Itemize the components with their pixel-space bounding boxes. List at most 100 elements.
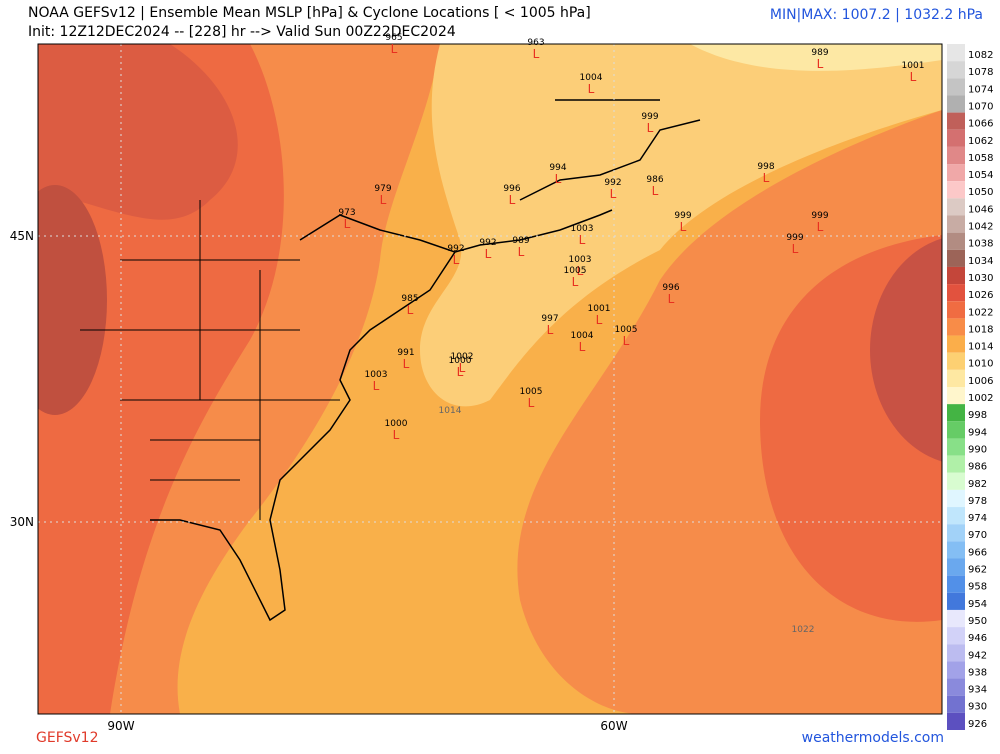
colorbar-label: 1058: [968, 153, 993, 164]
colorbar-label: 926: [968, 719, 987, 730]
colorbar-cell: [947, 541, 965, 559]
cyclone-pressure: 996: [662, 283, 679, 293]
colorbar-cell: [947, 404, 965, 422]
colorbar-cell: [947, 575, 965, 593]
cyclone-pressure: 992: [447, 244, 464, 254]
cyclone-symbol: L: [579, 340, 586, 354]
cyclone-pressure: 985: [401, 294, 418, 304]
colorbar-label: 938: [968, 667, 987, 678]
colorbar-label: 954: [968, 599, 987, 610]
cyclone-pressure: 1003: [571, 224, 594, 234]
colorbar-label: 1010: [968, 359, 993, 370]
cyclone-symbol: L: [453, 253, 460, 267]
colorbar-cell: [947, 249, 965, 267]
cyclone-symbol: L: [459, 361, 466, 375]
colorbar-label: 1062: [968, 136, 993, 147]
colorbar-label: 1026: [968, 290, 993, 301]
cyclone-symbol: L: [393, 428, 400, 442]
colorbar-cell: [947, 215, 965, 233]
colorbar-label: 1014: [968, 342, 993, 353]
cyclone-symbol: L: [577, 264, 584, 278]
cyclone-pressure: 1004: [571, 331, 594, 341]
lat-tick: 30N: [10, 515, 34, 529]
map-frame: [37, 43, 943, 715]
colorbar-label: 1042: [968, 222, 993, 233]
colorbar-label: 966: [968, 547, 987, 558]
colorbar-cell: [947, 661, 965, 679]
colorbar: 1082 1078 1074 1070 1066 1062 1058 1054 1050 1046…: [947, 44, 993, 730]
colorbar-cell: [947, 678, 965, 696]
colorbar-label: 1006: [968, 376, 993, 387]
cyclone-pressure: 1000: [385, 419, 408, 429]
colorbar-cell: [947, 335, 965, 353]
cyclone-pressure: 996: [503, 184, 520, 194]
cyclone-symbol: L: [373, 379, 380, 393]
colorbar-label: 1050: [968, 187, 993, 198]
colorbar-cell: [947, 507, 965, 525]
colorbar-cell: [947, 78, 965, 96]
colorbar-cell: [947, 592, 965, 610]
cyclone-pressure: 999: [674, 211, 691, 221]
cyclone-symbol: L: [579, 233, 586, 247]
cyclone-symbol: L: [380, 193, 387, 207]
cyclone-pressure: 986: [646, 175, 663, 185]
colorbar-cell: [947, 455, 965, 473]
colorbar-label: 962: [968, 565, 987, 576]
cyclone-symbol: L: [407, 303, 414, 317]
colorbar-label: 1066: [968, 119, 993, 130]
cyclone-symbol: L: [668, 292, 675, 306]
cyclone-pressure: 989: [512, 236, 529, 246]
colorbar-label: 1082: [968, 50, 993, 61]
lon-tick: 60W: [600, 719, 627, 733]
colorbar-label: 986: [968, 462, 987, 473]
colorbar-cell: [947, 112, 965, 130]
colorbar-cell: [947, 44, 965, 62]
cyclone-pressure: 999: [786, 233, 803, 243]
cyclone-pressure: 963: [527, 38, 544, 48]
cyclone-symbol: L: [596, 313, 603, 327]
colorbar-cell: [947, 232, 965, 250]
cyclone-pressure: 991: [397, 348, 414, 358]
cyclone-pressure: 1005: [520, 387, 543, 397]
site-name: weathermodels.com: [802, 730, 944, 746]
cyclone-symbol: L: [588, 82, 595, 96]
colorbar-cell: [947, 472, 965, 490]
colorbar-label: 1054: [968, 170, 993, 181]
colorbar-label: 930: [968, 702, 987, 713]
colorbar-cell: [947, 644, 965, 662]
cyclone-symbol: L: [610, 187, 617, 201]
model-name: GEFSv12: [36, 730, 99, 746]
colorbar-label: 942: [968, 650, 987, 661]
cyclone-symbol: L: [680, 220, 687, 234]
colorbar-label: 1046: [968, 204, 993, 215]
cyclone-pressure: 979: [374, 184, 391, 194]
colorbar-label: 1070: [968, 101, 993, 112]
cyclone-pressure: 965: [385, 33, 402, 43]
cyclone-symbol: L: [547, 323, 554, 337]
cyclone-pressure: 992: [479, 238, 496, 248]
cyclone-pressure: 1000: [449, 356, 472, 366]
cyclone-symbol: L: [763, 171, 770, 185]
cyclone-symbol: L: [792, 242, 799, 256]
cyclone-pressure: 989: [811, 48, 828, 58]
colorbar-cell: [947, 198, 965, 216]
cyclone-pressure: 994: [549, 163, 566, 173]
cyclone-symbol: L: [910, 70, 917, 84]
colorbar-cell: [947, 627, 965, 645]
colorbar-label: 958: [968, 582, 987, 593]
colorbar-cell: [947, 266, 965, 285]
cyclone-pressure: 999: [811, 211, 828, 221]
cyclone-pressure: 1002: [451, 352, 474, 362]
colorbar-label: 1022: [968, 307, 993, 318]
colorbar-cell: [947, 609, 965, 628]
colorbar-cell: [947, 164, 965, 182]
cyclone-pressure: 1003: [569, 255, 592, 265]
colorbar-label: 934: [968, 685, 987, 696]
cyclone-symbol: L: [518, 245, 525, 259]
colorbar-label: 982: [968, 479, 987, 490]
cyclone-pressure: 999: [641, 112, 658, 122]
colorbar-cell: [947, 524, 965, 542]
